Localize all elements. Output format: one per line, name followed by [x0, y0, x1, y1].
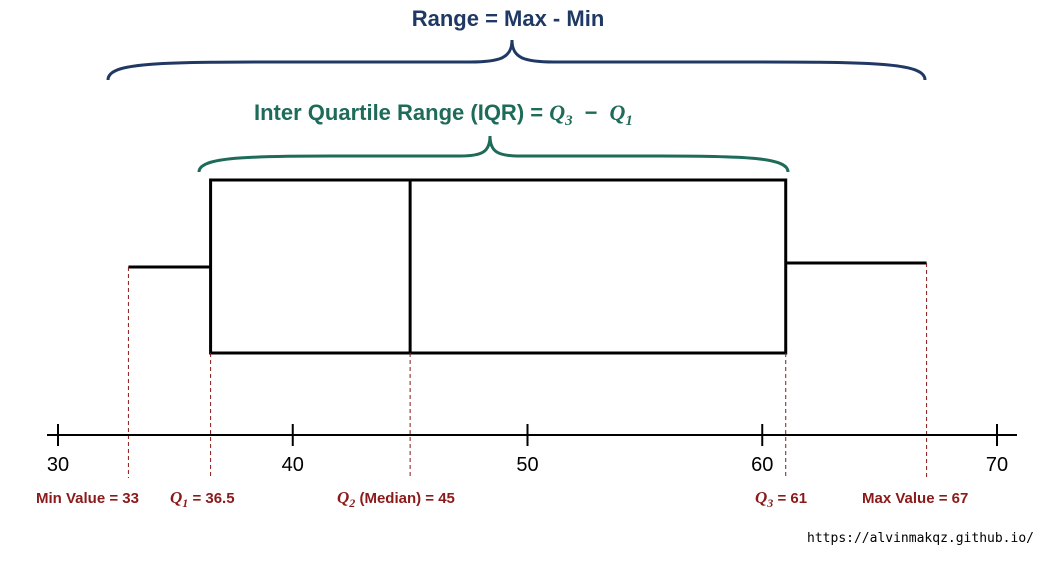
- q3-label: Q3 = 61: [755, 488, 807, 510]
- iqr-q1-subscript: 1: [625, 113, 633, 129]
- min-value-label: Min Value = 33: [36, 490, 139, 507]
- tick-label: 60: [751, 454, 773, 476]
- median-label: Q2 (Median) = 45: [337, 488, 455, 510]
- axis-ticks: 30 40 50 60 70: [47, 424, 1008, 476]
- guide-lines: [127, 263, 928, 478]
- tick-label: 30: [47, 454, 69, 476]
- iqr-q3-subscript: 3: [564, 113, 573, 129]
- q1-label: Q1 = 36.5: [170, 488, 235, 510]
- tick-label: 70: [986, 454, 1008, 476]
- tick-label: 40: [282, 454, 304, 476]
- range-title: Range = Max - Min: [412, 6, 605, 31]
- range-brace: [106, 39, 927, 81]
- iqr-q1-symbol: Q: [609, 100, 625, 125]
- iqr-q3-symbol: Q: [549, 100, 565, 125]
- source-credit: https://alvinmakqz.github.io/: [807, 531, 1034, 546]
- iqr-title: Inter Quartile Range (IQR) = Q3− Q1: [254, 100, 633, 129]
- tick-label: 50: [516, 454, 538, 476]
- iqr-brace: [197, 135, 790, 173]
- iqr-minus: −: [585, 100, 598, 125]
- iqr-title-text: Inter Quartile Range (IQR) =: [254, 100, 549, 125]
- marker-labels: Min Value = 33 Q1 = 36.5 Q2 (Median) = 4…: [36, 488, 968, 510]
- iqr-box: [209, 178, 788, 355]
- max-value-label: Max Value = 67: [862, 490, 968, 507]
- box-plot: [128, 178, 927, 355]
